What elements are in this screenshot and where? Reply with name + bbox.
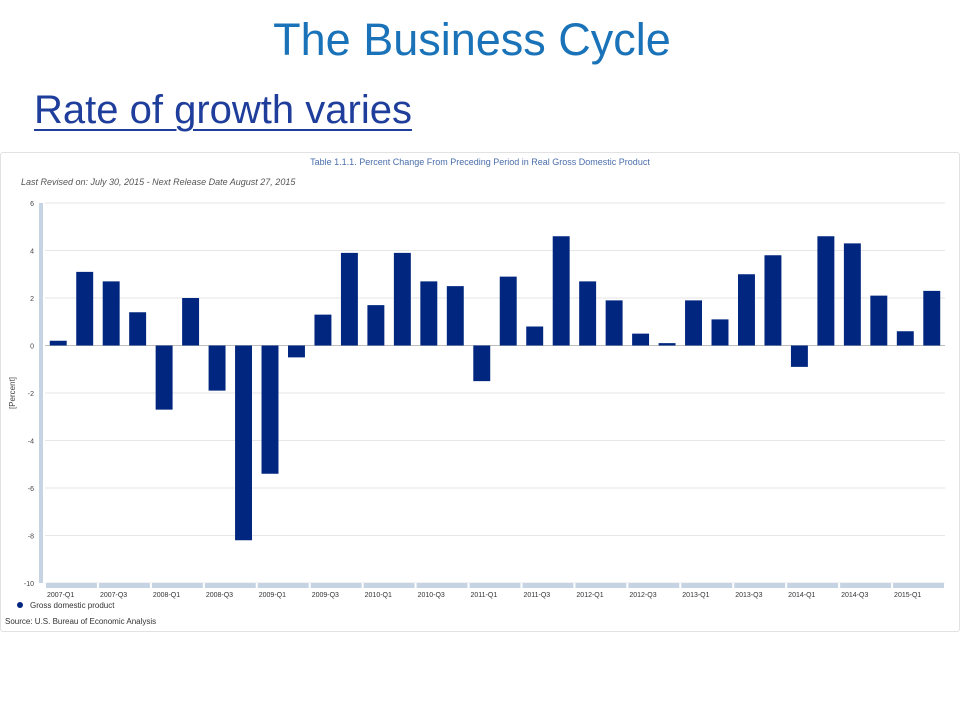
chart-subtitle: Last Revised on: July 30, 2015 - Next Re… bbox=[21, 177, 296, 187]
bar bbox=[605, 300, 623, 346]
x-tick-label: 2011-Q1 bbox=[471, 592, 498, 599]
bar bbox=[261, 345, 279, 474]
legend-marker bbox=[17, 602, 23, 608]
x-tick-label: 2008-Q3 bbox=[206, 592, 233, 599]
bar bbox=[129, 312, 147, 346]
bar bbox=[102, 281, 120, 346]
bar bbox=[552, 236, 570, 346]
chart-panel: Table 1.1.1. Percent Change From Precedi… bbox=[0, 152, 960, 632]
y-tick-label: 4 bbox=[30, 249, 34, 256]
x-tick-label: 2012-Q3 bbox=[629, 592, 656, 599]
x-tick-label: 2010-Q1 bbox=[365, 592, 392, 599]
x-tick-label: 2011-Q3 bbox=[523, 592, 550, 599]
bar bbox=[340, 252, 358, 346]
chart-source: Source: U.S. Bureau of Economic Analysis bbox=[5, 617, 156, 626]
bar bbox=[579, 281, 597, 346]
y-tick-label: -4 bbox=[28, 439, 34, 446]
bar bbox=[155, 345, 173, 410]
bar bbox=[896, 331, 914, 346]
bar bbox=[288, 345, 305, 358]
x-tick-label: 2013-Q3 bbox=[735, 592, 762, 599]
y-tick-label: -8 bbox=[28, 534, 34, 541]
x-tick-label: 2010-Q3 bbox=[418, 592, 445, 599]
x-tick-label: 2012-Q1 bbox=[576, 592, 603, 599]
bar bbox=[923, 290, 941, 346]
bar bbox=[367, 305, 385, 346]
y-tick-label: 6 bbox=[30, 201, 34, 208]
x-axis-band bbox=[45, 583, 945, 588]
bar bbox=[49, 340, 67, 346]
bar bbox=[658, 343, 676, 346]
y-tick-label: -10 bbox=[24, 581, 34, 588]
y-tick-label: 0 bbox=[30, 344, 34, 351]
x-tick-label: 2009-Q3 bbox=[312, 592, 339, 599]
bar bbox=[182, 298, 200, 346]
bar bbox=[446, 286, 464, 346]
y-axis-band bbox=[39, 203, 43, 583]
bar bbox=[738, 274, 755, 346]
bar bbox=[235, 345, 252, 541]
x-tick-label: 2014-Q3 bbox=[841, 592, 868, 599]
y-tick-label: -6 bbox=[28, 486, 34, 493]
grid-lines bbox=[45, 202, 945, 584]
bar bbox=[817, 236, 835, 346]
bar bbox=[764, 255, 782, 346]
x-tick-label: 2015-Q1 bbox=[894, 592, 921, 599]
gdp-bar-chart: Table 1.1.1. Percent Change From Precedi… bbox=[5, 157, 946, 626]
legend-label: Gross domestic product bbox=[30, 601, 115, 610]
y-axis-label: [Percent] bbox=[8, 377, 17, 409]
y-axis-band-rect bbox=[39, 203, 43, 583]
y-tick-label: 2 bbox=[30, 296, 34, 303]
bar bbox=[843, 243, 861, 346]
x-tick-label: 2013-Q1 bbox=[682, 592, 709, 599]
x-tick-label: 2008-Q1 bbox=[153, 592, 180, 599]
bar bbox=[314, 314, 332, 346]
bar bbox=[499, 276, 517, 346]
bar bbox=[473, 345, 491, 382]
bar bbox=[870, 295, 888, 346]
slide-title: The Business Cycle bbox=[273, 14, 671, 65]
bar bbox=[711, 319, 729, 346]
bar bbox=[685, 300, 702, 346]
x-axis: 2007-Q1 2007-Q3 2008-Q1 2008-Q3 2009-Q1 2009-… bbox=[44, 583, 946, 599]
bar bbox=[76, 271, 94, 346]
bar bbox=[632, 333, 650, 346]
bar bbox=[526, 326, 544, 346]
x-tick-label: 2007-Q3 bbox=[100, 592, 127, 599]
bar bbox=[790, 345, 808, 367]
x-tick-label: 2007-Q1 bbox=[47, 592, 74, 599]
bar bbox=[393, 252, 411, 346]
bar bbox=[420, 281, 438, 346]
bar-series-gdp bbox=[49, 236, 941, 541]
legend: Gross domestic product bbox=[17, 601, 115, 610]
chart-title: Table 1.1.1. Percent Change From Precedi… bbox=[310, 157, 650, 167]
x-tick-label: 2009-Q1 bbox=[259, 592, 286, 599]
bar bbox=[208, 345, 226, 391]
slide-subtitle[interactable]: Rate of growth varies bbox=[34, 88, 412, 132]
y-tick-labels: 6 4 2 0 -2 -4 -6 -8 -10 bbox=[24, 201, 34, 588]
x-tick-label: 2014-Q1 bbox=[788, 592, 815, 599]
y-tick-label: -2 bbox=[28, 391, 34, 398]
